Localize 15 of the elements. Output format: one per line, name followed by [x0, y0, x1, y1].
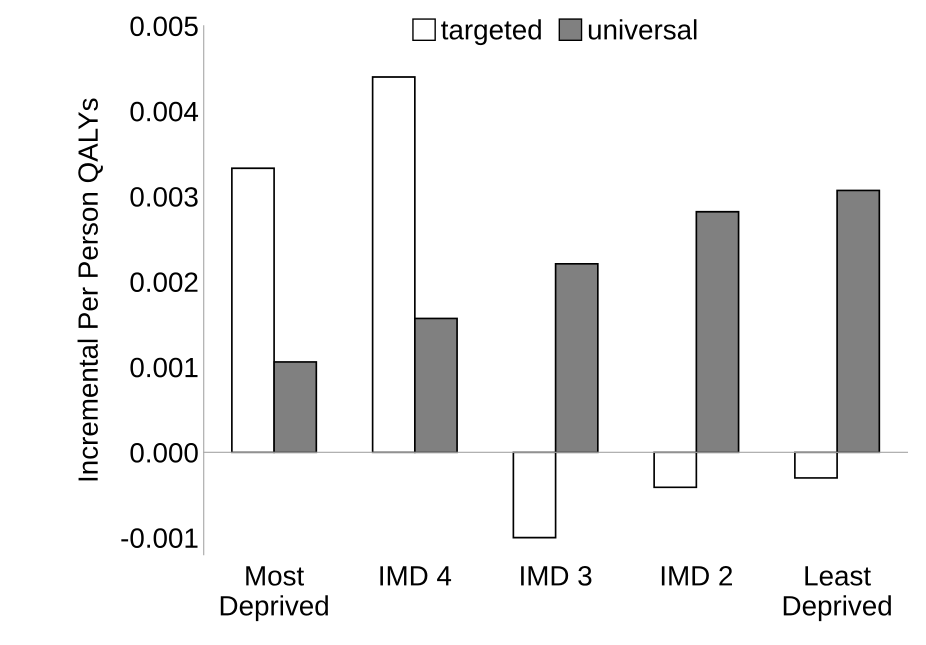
y-tick-label: 0.001 [130, 358, 198, 378]
y-axis-title: Incremental Per Person QALYs [78, 98, 103, 480]
y-tick-label: 0.005 [130, 16, 198, 36]
y-tick-label: 0.004 [130, 102, 198, 122]
x-tick-label: Most Deprived [220, 566, 328, 622]
legend-label: universal [588, 19, 696, 40]
x-tick-label: IMD 4 [380, 566, 452, 586]
y-tick-label: 0.003 [130, 187, 198, 207]
legend-label: targeted [441, 19, 541, 46]
x-tick-label: IMD 3 [521, 566, 592, 586]
y-tick-label: 0.002 [130, 272, 198, 292]
x-tick-label: IMD 2 [662, 566, 732, 586]
x-tick-label: Least Deprived [784, 566, 891, 622]
y-tick-label: 0.000 [130, 443, 198, 463]
y-tick-label: -0.001 [121, 528, 198, 548]
